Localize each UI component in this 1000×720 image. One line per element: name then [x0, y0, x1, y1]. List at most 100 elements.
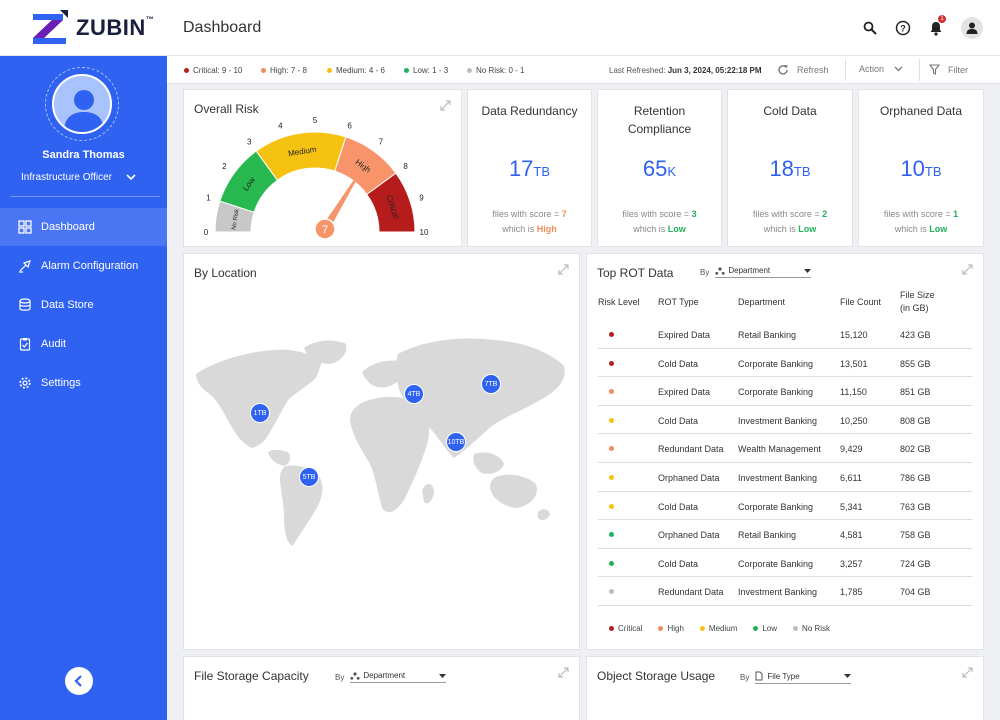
legend-high: High: 7 - 8 [261, 66, 307, 75]
notifications-button[interactable]: 1 [925, 15, 947, 39]
kpi-footer: files with score = 2 which is Low [728, 207, 852, 237]
kpi-unit: K [667, 164, 677, 179]
legend-range: 7 - 8 [290, 66, 307, 75]
sidebar-collapse-button[interactable] [65, 667, 93, 695]
kpi-number: 17 [508, 156, 534, 181]
sidebar-item-dashboard[interactable]: Dashboard [0, 208, 167, 246]
kpi-score: 2 [822, 209, 828, 219]
legend-dot [404, 68, 409, 73]
file-count-cell: 3,257 [840, 558, 863, 569]
risk-dot [609, 446, 614, 452]
table-row[interactable]: Redundant Data Wealth Management 9,429 802 … [598, 434, 972, 463]
kpi-score: 3 [691, 209, 697, 219]
table-row[interactable]: Cold Data Corporate Banking 5,341 763 GB [598, 492, 972, 521]
caret-down-icon [804, 268, 812, 273]
kpi-footer: files with score = 3 which is Low [598, 207, 721, 237]
overall-risk-title: Overall Risk [194, 102, 259, 116]
refresh-icon [778, 65, 788, 75]
table-row[interactable]: Orphaned Data Retail Banking 4,581 758 GB [598, 520, 972, 549]
object-storage-group-by-select[interactable]: File Type [755, 671, 852, 684]
legend-dot [467, 68, 472, 73]
user-name: Sandra Thomas [42, 149, 125, 161]
action-label: Action [859, 64, 885, 74]
legend-label: Critical: [193, 66, 220, 75]
gauge-tick-label: 4 [278, 121, 283, 130]
sidebar-item-data-store[interactable]: Data Store [0, 286, 167, 324]
filter-button[interactable]: Filter [929, 64, 968, 75]
kpi-title: Orphaned Data [879, 104, 963, 118]
search-icon [863, 21, 877, 35]
search-button[interactable] [859, 17, 881, 39]
clipboard-icon [19, 338, 31, 351]
map-pin-south-america[interactable]: 5TB [299, 467, 319, 487]
expand-icon[interactable] [962, 667, 973, 678]
alarm-config-icon [19, 260, 31, 273]
by-location-title: By Location [194, 266, 257, 280]
risk-dot [609, 332, 614, 337]
rot-legend-medium: Medium [699, 624, 737, 633]
org-chart-icon [715, 266, 725, 275]
by-label: By [335, 672, 345, 682]
department-cell: Corporate Banking [738, 387, 814, 398]
table-row[interactable]: Expired Data Retail Banking 15,120 423 GB [598, 320, 972, 349]
action-dropdown[interactable]: Action [859, 64, 903, 74]
svg-text:?: ? [900, 24, 906, 34]
kpi-value: 17TB [468, 156, 591, 182]
table-row[interactable]: Expired Data Corporate Banking 11,150 851 G… [598, 377, 972, 406]
by-label: By [700, 267, 710, 277]
chevron-down-icon [894, 66, 903, 72]
gauge-tick-label: 0 [204, 228, 209, 237]
file-size-cell: 763 GB [900, 501, 931, 512]
sidebar-item-label: Settings [41, 377, 81, 389]
top-bar: Dashboard ? 1 [167, 0, 1000, 56]
user-menu-button[interactable] [961, 17, 983, 39]
risk-dot [609, 503, 614, 509]
table-row[interactable]: Orphaned Data Investment Banking 6,611 786 … [598, 463, 972, 492]
table-row[interactable]: Cold Data Corporate Banking 13,501 855 GB [598, 349, 972, 378]
file-count-cell: 9,429 [840, 444, 863, 455]
last-refreshed: Last Refreshed: Jun 3, 2024, 05:22:18 PM [609, 66, 762, 75]
expand-icon[interactable] [962, 264, 973, 275]
map-pin-europe[interactable]: 4TB [404, 384, 424, 404]
sidebar-item-alarm-configuration[interactable]: Alarm Configuration [0, 247, 167, 285]
sidebar-item-settings[interactable]: Settings [0, 364, 167, 402]
top-rot-title: Top ROT Data [597, 266, 674, 280]
kpi-level: Low [798, 224, 817, 234]
help-button[interactable]: ? [892, 17, 914, 39]
file-icon [755, 671, 763, 681]
kpi-number: 18 [769, 156, 794, 181]
table-row[interactable]: Redundant Data Investment Banking 1,785 704… [598, 577, 972, 606]
sidebar-item-audit[interactable]: Audit [0, 325, 167, 363]
kpi-card-data-redundancy: Data Redundancy 17TB files with score = … [467, 89, 592, 247]
dashboard-icon [18, 220, 32, 234]
table-row[interactable]: Cold Data Investment Banking 10,250 808 GB [598, 406, 972, 435]
kpi-score: 1 [953, 209, 959, 219]
kpi-foot-text: files with score = [622, 209, 690, 219]
rot-group-by-select[interactable]: Department [715, 266, 812, 278]
refresh-button[interactable]: Refresh [777, 64, 829, 76]
avatar-image [52, 74, 112, 134]
object-storage-group-by: By File Type [740, 671, 852, 684]
file-storage-group-by-select[interactable]: Department [350, 671, 447, 683]
user-role-selector[interactable]: Infrastructure Officer [21, 172, 136, 183]
last-refreshed-value: Jun 3, 2024, 05:22:18 PM [667, 66, 762, 75]
chevron-left-icon [74, 675, 82, 687]
kpi-level: Low [667, 224, 686, 234]
overall-risk-card: Overall Risk No Risk Low Medium High Critica… [183, 89, 462, 247]
file-storage-title: File Storage Capacity [194, 669, 309, 683]
expand-icon[interactable] [558, 264, 569, 275]
map-pin-russia[interactable]: 7TB [481, 374, 501, 394]
table-row[interactable]: Cold Data Corporate Banking 3,257 724 GB [598, 549, 972, 578]
expand-icon[interactable] [440, 100, 451, 111]
help-icon: ? [895, 20, 911, 36]
expand-icon[interactable] [558, 667, 569, 678]
gauge-tick-label: 1 [206, 193, 211, 202]
map-pin-south-asia[interactable]: 10TB [446, 432, 466, 452]
map-pin-north-america[interactable]: 1TB [250, 403, 270, 423]
gauge-tick-label: 2 [222, 162, 227, 171]
legend-dot [327, 68, 332, 73]
kpi-title: Cold Data [763, 104, 817, 118]
gauge-tick-label: 10 [420, 228, 429, 237]
rot-table: Risk Level ROT Type Department File Coun… [598, 290, 972, 606]
user-avatar[interactable] [45, 67, 119, 141]
